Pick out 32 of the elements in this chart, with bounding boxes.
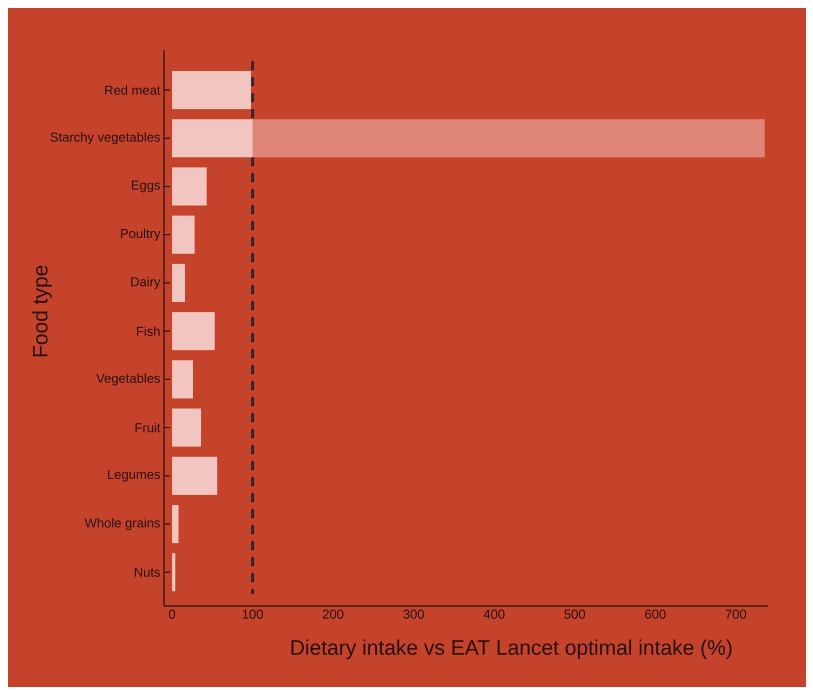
x-tick-label: 600 bbox=[645, 610, 666, 619]
bar bbox=[172, 119, 253, 158]
bar bbox=[172, 408, 202, 447]
y-tick-label: Whole grains bbox=[84, 518, 160, 530]
x-axis-title: Dietary intake vs EAT Lancet optimal intake (%) bbox=[291, 640, 732, 660]
bar bbox=[172, 264, 185, 302]
x-tick-label: 300 bbox=[403, 610, 424, 619]
x-tick-label: 0 bbox=[168, 610, 176, 619]
y-tick-label: Nuts bbox=[134, 568, 160, 577]
bar bbox=[172, 312, 215, 350]
bar bbox=[172, 553, 176, 592]
y-tick-label: Legumes bbox=[108, 470, 160, 482]
bar bbox=[172, 360, 193, 398]
y-tick-label: Starchy vegetables bbox=[50, 132, 160, 144]
y-tick-label: Fish bbox=[136, 326, 160, 336]
y-tick-label: Vegetables bbox=[96, 373, 160, 386]
bar bbox=[172, 456, 218, 495]
y-axis-title: Food type bbox=[32, 266, 52, 356]
x-tick-label: 500 bbox=[564, 610, 586, 619]
x-tick-label: 400 bbox=[484, 610, 505, 619]
x-tick-label: 700 bbox=[726, 610, 746, 619]
y-tick-label: Dairy bbox=[131, 276, 160, 289]
bar bbox=[172, 167, 207, 206]
bar bbox=[172, 216, 195, 254]
x-tick-label: 200 bbox=[322, 610, 344, 619]
y-tick-label: Eggs bbox=[132, 180, 160, 192]
bar bbox=[172, 504, 178, 544]
y-tick-label: Fruit bbox=[136, 422, 160, 432]
y-tick-label: Red meat bbox=[105, 85, 160, 95]
x-tick-label: 100 bbox=[242, 610, 263, 619]
y-tick-label: Poultry bbox=[121, 228, 160, 241]
bar bbox=[172, 70, 251, 110]
